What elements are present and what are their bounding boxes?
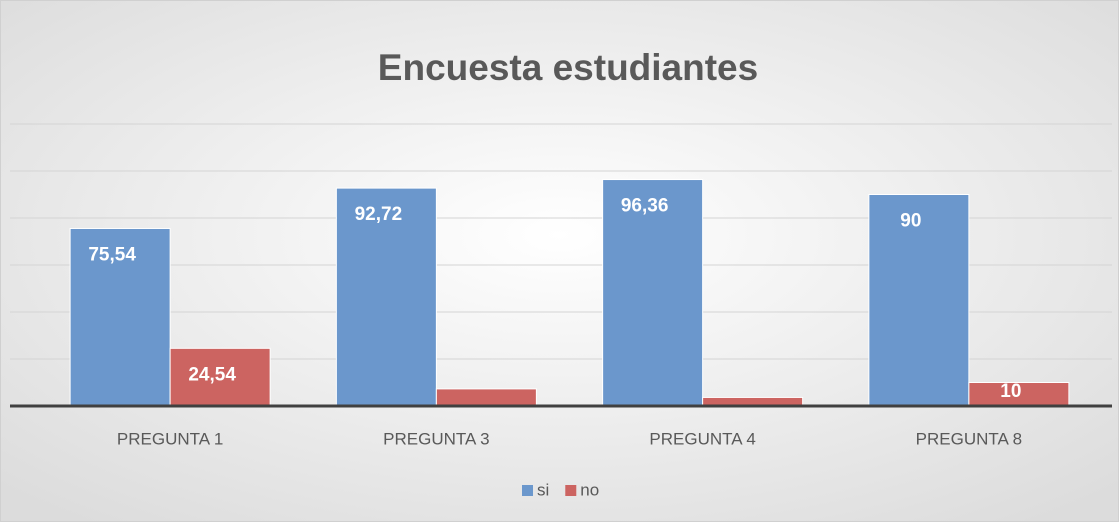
x-tick-label: PREGUNTA 1 xyxy=(117,429,223,448)
chart-title: Encuesta estudiantes xyxy=(378,47,758,88)
data-label: 90 xyxy=(900,211,921,232)
x-tick-label: PREGUNTA 3 xyxy=(383,429,489,448)
bar xyxy=(335,187,437,407)
data-label: 24,54 xyxy=(188,364,236,385)
bar xyxy=(69,227,171,407)
legend-label: si xyxy=(537,480,549,499)
data-label: 10 xyxy=(1000,381,1021,402)
bar xyxy=(602,179,704,407)
legend-swatch xyxy=(522,485,533,496)
legend-label: no xyxy=(580,480,599,499)
x-tick-label: PREGUNTA 8 xyxy=(916,429,1022,448)
legend-swatch xyxy=(565,485,577,496)
bar xyxy=(868,194,970,407)
data-label: 75,54 xyxy=(88,244,136,265)
x-tick-label: PREGUNTA 4 xyxy=(649,429,755,448)
bar xyxy=(169,347,271,407)
data-label: 96,36 xyxy=(621,196,669,217)
bar xyxy=(435,388,537,407)
data-label: 92,72 xyxy=(355,204,403,225)
